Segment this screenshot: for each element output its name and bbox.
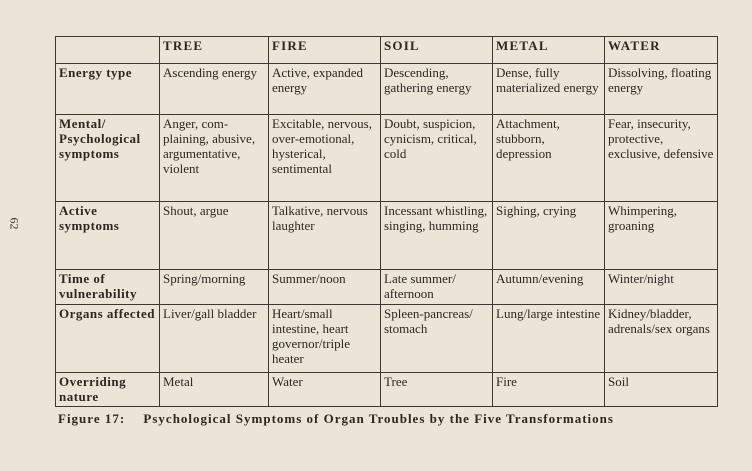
- table-cell: Tree: [380, 372, 493, 407]
- header-tree: TREE: [159, 36, 269, 64]
- header-row: TREE FIRE SOIL METAL WATER: [55, 36, 718, 64]
- five-transformations-table: TREE FIRE SOIL METAL WATER Energy type A…: [55, 36, 718, 407]
- table-cell: Anger, com-plaining, abusive, argumentat…: [159, 114, 269, 202]
- row-label: Mental/ Psychological symptoms: [55, 114, 160, 202]
- table-row-energy-type: Energy type Ascending energy Active, exp…: [55, 63, 718, 115]
- table-row-active-symptoms: Active symptoms Shout, argue Talkative, …: [55, 201, 718, 270]
- table-cell: Soil: [604, 372, 718, 407]
- table-cell: Sighing, crying: [492, 201, 605, 270]
- table-cell: Ascending energy: [159, 63, 269, 115]
- table-cell: Whimpering, groaning: [604, 201, 718, 270]
- table-cell: Doubt, suspicion, cynicism, critical, co…: [380, 114, 493, 202]
- header-water: WATER: [604, 36, 718, 64]
- table-cell: Liver/gall bladder: [159, 304, 269, 373]
- table-cell: Spring/morning: [159, 269, 269, 305]
- table-row-overriding-nature: Overriding nature Metal Water Tree Fire …: [55, 372, 718, 407]
- table-cell: Descending, gathering energy: [380, 63, 493, 115]
- table-cell: Fire: [492, 372, 605, 407]
- table-cell: Heart/small intestine, heart governor/tr…: [268, 304, 381, 373]
- figure-caption: Figure 17: Psychological Symptoms of Org…: [58, 411, 614, 427]
- table-cell: Dense, fully materialized energy: [492, 63, 605, 115]
- row-label: Overriding nature: [55, 372, 160, 407]
- table-cell: Summer/noon: [268, 269, 381, 305]
- row-label: Energy type: [55, 63, 160, 115]
- table-cell: Attachment, stubborn, depression: [492, 114, 605, 202]
- figure-title: Psychological Symptoms of Organ Troubles…: [143, 411, 614, 426]
- table-cell: Kidney/bladder, adrenals/sex organs: [604, 304, 718, 373]
- header-fire: FIRE: [268, 36, 381, 64]
- header-soil: SOIL: [380, 36, 493, 64]
- header-metal: METAL: [492, 36, 605, 64]
- table-cell: Active, expanded energy: [268, 63, 381, 115]
- table-row-time-of-vulnerability: Time of vulnerability Spring/morning Sum…: [55, 269, 718, 305]
- table-cell: Dissolving, floating energy: [604, 63, 718, 115]
- table-cell: Fear, insecurity, protective, exclusive,…: [604, 114, 718, 202]
- table-cell: Talkative, nervous laughter: [268, 201, 381, 270]
- table-row-mental-symptoms: Mental/ Psychological symptoms Anger, co…: [55, 114, 718, 202]
- table-cell: Shout, argue: [159, 201, 269, 270]
- row-label: Organs affected: [55, 304, 160, 373]
- table-cell: Excitable, nervous, over-emotional, hyst…: [268, 114, 381, 202]
- row-label: Time of vulnerability: [55, 269, 160, 305]
- table-cell: Water: [268, 372, 381, 407]
- corner-header: [55, 36, 160, 64]
- table-cell: Autumn/evening: [492, 269, 605, 305]
- table-cell: Lung/large intestine: [492, 304, 605, 373]
- table-cell: Incessant whistling, singing, humming: [380, 201, 493, 270]
- table-cell: Late summer/ afternoon: [380, 269, 493, 305]
- table-cell: Metal: [159, 372, 269, 407]
- row-label: Active symptoms: [55, 201, 160, 270]
- table-row-organs-affected: Organs affected Liver/gall bladder Heart…: [55, 304, 718, 373]
- table-cell: Spleen-pancreas/ stomach: [380, 304, 493, 373]
- table-cell: Winter/night: [604, 269, 718, 305]
- page-number: 62: [7, 217, 22, 230]
- figure-label: Figure 17:: [58, 411, 126, 426]
